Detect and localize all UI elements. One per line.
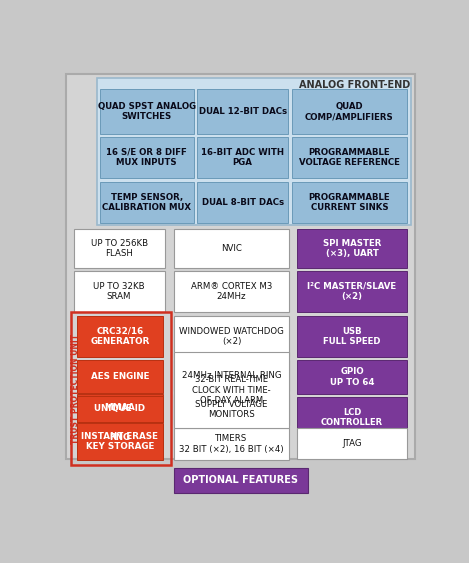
Text: USB
FULL SPEED: USB FULL SPEED: [323, 327, 381, 346]
Text: DUAL 12-BIT DACs: DUAL 12-BIT DACs: [198, 107, 287, 116]
Bar: [297, 229, 407, 268]
Bar: [297, 315, 407, 357]
Text: UNIQUE ID: UNIQUE ID: [94, 404, 145, 413]
Text: QUAD
COMP/AMPLIFIERS: QUAD COMP/AMPLIFIERS: [305, 102, 393, 121]
Bar: [70, 312, 171, 465]
Text: 32-BIT REAL-TIME
CLOCK WITH TIME-
OF-DAY ALARM: 32-BIT REAL-TIME CLOCK WITH TIME- OF-DAY…: [192, 376, 271, 405]
Text: ANALOG FRONT-END: ANALOG FRONT-END: [299, 80, 410, 90]
Bar: [297, 271, 407, 312]
Text: TIMERS
32 BIT (×2), 16 BIT (×4): TIMERS 32 BIT (×2), 16 BIT (×4): [179, 435, 284, 454]
Bar: [174, 468, 308, 493]
Text: PROGRAMMABLE
VOLTAGE REFERENCE: PROGRAMMABLE VOLTAGE REFERENCE: [299, 148, 400, 167]
Text: CRC32/16
GENERATOR: CRC32/16 GENERATOR: [90, 327, 150, 346]
Bar: [297, 428, 407, 459]
Bar: [197, 89, 288, 134]
Bar: [100, 89, 194, 134]
Text: PROGRAMMABLE
CURRENT SINKS: PROGRAMMABLE CURRENT SINKS: [309, 193, 390, 212]
Text: GPIO
UP TO 64: GPIO UP TO 64: [330, 368, 374, 387]
Text: UP TO 256KB
FLASH: UP TO 256KB FLASH: [91, 239, 148, 258]
Bar: [77, 423, 163, 461]
Text: SUPPLY VOLTAGE
MONITORS: SUPPLY VOLTAGE MONITORS: [195, 400, 268, 419]
Bar: [77, 394, 163, 422]
Bar: [297, 360, 407, 394]
Text: ARM® CORTEX M3
24MHz: ARM® CORTEX M3 24MHz: [191, 282, 272, 301]
Text: 24MHz INTERNAL RING: 24MHz INTERNAL RING: [182, 371, 281, 380]
Bar: [174, 352, 289, 428]
Bar: [174, 229, 289, 268]
Bar: [100, 181, 194, 223]
Text: TRUST PROTECTION UNIT: TRUST PROTECTION UNIT: [71, 334, 80, 444]
Text: WINDOWED WATCHDOG
(×2): WINDOWED WATCHDOG (×2): [179, 327, 284, 346]
Text: UP TO 32KB
SRAM: UP TO 32KB SRAM: [93, 282, 145, 301]
Bar: [100, 137, 194, 178]
Bar: [66, 74, 415, 459]
Text: I²C MASTER/SLAVE
(×2): I²C MASTER/SLAVE (×2): [308, 282, 397, 301]
Bar: [174, 315, 289, 357]
Text: MMAA: MMAA: [105, 404, 135, 413]
Text: NVIC: NVIC: [221, 244, 242, 253]
Text: SPI MASTER
(×3), UART: SPI MASTER (×3), UART: [323, 239, 381, 258]
Bar: [292, 181, 407, 223]
Bar: [174, 271, 289, 312]
Bar: [197, 137, 288, 178]
Bar: [197, 181, 288, 223]
Bar: [292, 89, 407, 134]
Bar: [77, 315, 163, 357]
Bar: [77, 360, 163, 392]
Bar: [74, 271, 165, 312]
Bar: [77, 396, 163, 422]
Text: AES ENGINE: AES ENGINE: [91, 372, 149, 381]
Bar: [97, 78, 411, 225]
Bar: [297, 397, 407, 459]
Bar: [174, 360, 289, 391]
Text: OPTIONAL FEATURES: OPTIONAL FEATURES: [183, 475, 298, 485]
Text: DUAL 8-BIT DACs: DUAL 8-BIT DACs: [202, 198, 284, 207]
Bar: [77, 425, 163, 449]
Text: INSTANT ERASE
KEY STORAGE: INSTANT ERASE KEY STORAGE: [81, 432, 159, 452]
Text: 16-BIT ADC WITH
PGA: 16-BIT ADC WITH PGA: [201, 148, 284, 167]
Bar: [74, 229, 165, 268]
Text: 16 S/E OR 8 DIFF
MUX INPUTS: 16 S/E OR 8 DIFF MUX INPUTS: [106, 148, 187, 167]
Text: LCD
CONTROLLER
96/128/160
SEGMENTS: LCD CONTROLLER 96/128/160 SEGMENTS: [321, 408, 383, 448]
Bar: [174, 394, 289, 425]
Text: TEMP SENSOR,
CALIBRATION MUX: TEMP SENSOR, CALIBRATION MUX: [102, 193, 191, 212]
Bar: [174, 428, 289, 461]
Text: RNG: RNG: [109, 432, 130, 441]
Text: QUAD SPST ANALOG
SWITCHES: QUAD SPST ANALOG SWITCHES: [98, 102, 196, 121]
Text: JTAG: JTAG: [342, 439, 362, 448]
Bar: [292, 137, 407, 178]
